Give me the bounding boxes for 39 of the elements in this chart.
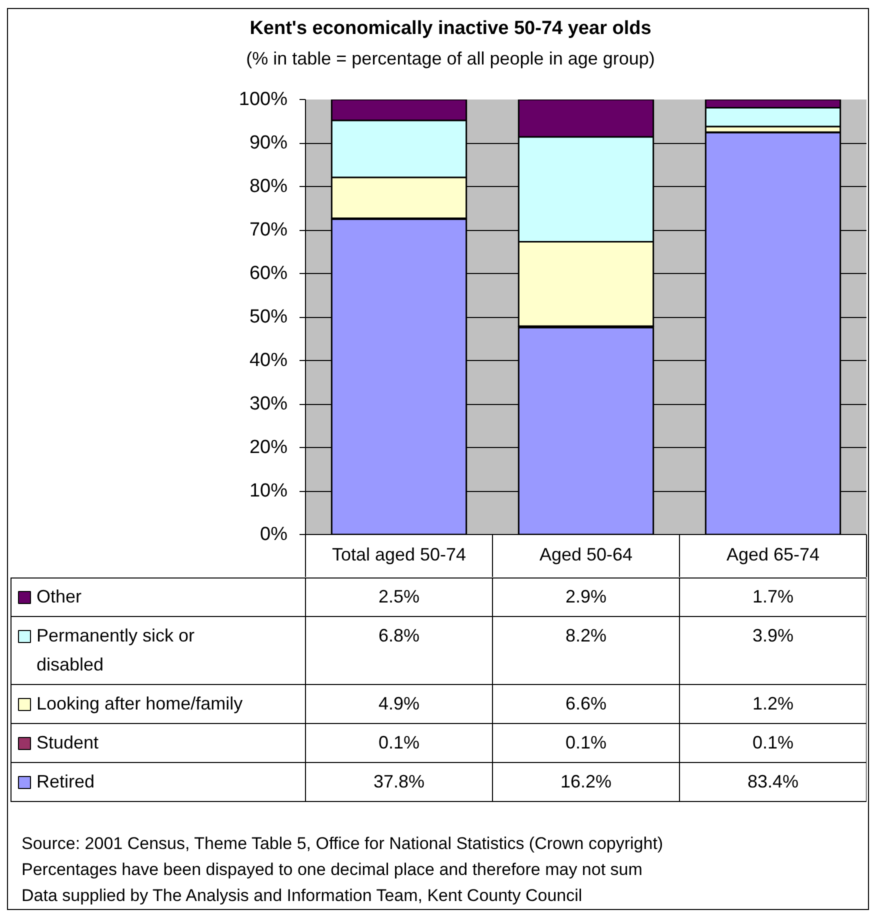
y-tick-label: 50% [249,306,288,328]
y-tick-label: 90% [249,132,288,154]
text: 37.8% [373,772,425,792]
text: Percentages have been dispayed to one decimal place and therefore may not sum [22,860,642,879]
text: 0.1% [565,732,607,752]
y-tick-label: 30% [249,394,288,414]
text: 1.2% [752,694,794,714]
text: 16.2% [560,772,612,792]
text: 8.2% [565,626,607,646]
legend-label: Looking after home/family [36,694,243,714]
y-tick-label: 100% [238,89,288,110]
y-tick-label: 80% [249,176,288,197]
text: 2.5% [378,586,420,606]
text: 4.9% [378,694,420,714]
y-tick-label: 60% [249,263,288,284]
legend-label: Retired [36,772,95,792]
text: 2.9% [565,586,607,606]
legend-label: Permanently sick or disabled [36,626,195,674]
y-tick-label: 70% [249,220,288,240]
text: Data supplied by The Analysis and Information Team, Kent County Council [22,886,582,905]
text: 6.6% [565,694,607,714]
source-note: Source: 2001 Census, Theme Table 5, Office for National Statistics (Crown copyright) [22,834,664,853]
legend-label: Student [36,732,99,752]
chart-title: Kent's economically inactive 50-74 year olds [250,18,652,39]
text: 0.1% [378,732,420,752]
y-tick-label: 10% [249,480,288,502]
y-tick-label: 20% [249,437,288,458]
chart-subtitle: (% in table = percentage of all people in age group) [246,48,655,68]
text: 3.9% [752,626,794,646]
x-tick-label: Aged 50-64 [539,544,633,564]
x-tick-label: Total aged 50-74 [332,544,466,564]
text: 0.1% [752,732,794,752]
y-tick-label: 0% [260,524,288,545]
text: 6.8% [378,626,420,646]
text: 83.4% [747,772,799,792]
y-tick-label: 40% [249,350,288,371]
legend-label: Other [36,586,82,606]
x-tick-label: Aged 65-74 [726,544,820,564]
text: 1.7% [752,586,794,606]
